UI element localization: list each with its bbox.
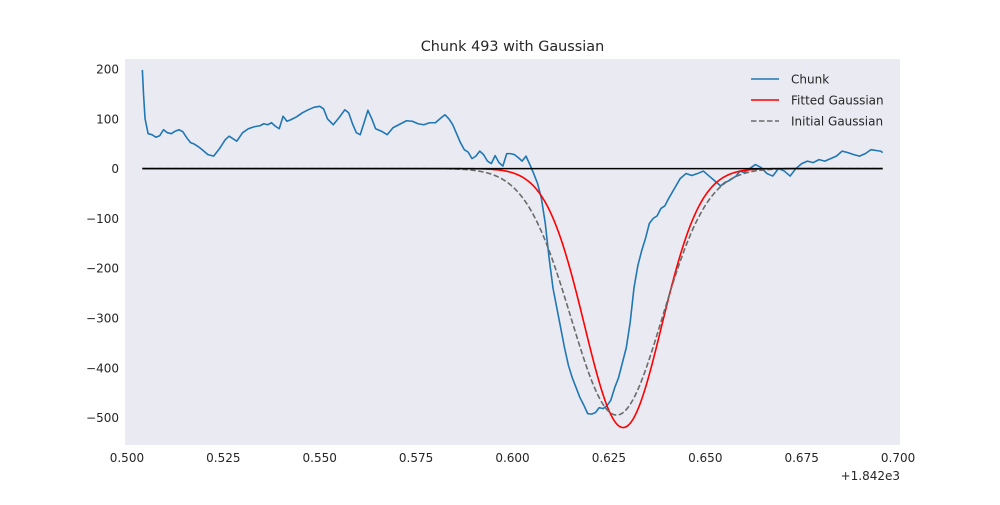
legend-label: Fitted Gaussian xyxy=(791,94,884,108)
series-layer xyxy=(141,69,884,429)
y-tick-label: 200 xyxy=(96,62,119,76)
x-tick-label: 0.575 xyxy=(399,451,433,465)
x-tick-label: 0.500 xyxy=(110,451,144,465)
x-tick-label: 0.525 xyxy=(206,451,240,465)
y-tick-label: 100 xyxy=(96,112,119,126)
legend-label: Initial Gaussian xyxy=(791,115,883,129)
y-tick-label: −100 xyxy=(86,212,119,226)
x-tick-label: 0.700 xyxy=(881,451,915,465)
y-tick-label: −500 xyxy=(86,411,119,425)
plot-background xyxy=(125,59,900,445)
y-axis: 200 100 0 −100 −200 −300 −400 −500 xyxy=(86,62,119,425)
chart-title: Chunk 493 with Gaussian xyxy=(421,39,605,55)
y-tick-label: 0 xyxy=(111,162,119,176)
x-tick-label: 0.550 xyxy=(303,451,337,465)
legend-label: Chunk xyxy=(791,73,829,87)
x-axis-offset-label: +1.842e3 xyxy=(841,469,900,483)
x-tick-label: 0.625 xyxy=(592,451,626,465)
x-axis: 0.500 0.525 0.550 0.575 0.600 0.625 0.650 0.675… xyxy=(110,451,916,465)
x-tick-label: 0.650 xyxy=(688,451,722,465)
x-tick-label: 0.675 xyxy=(784,451,818,465)
y-tick-label: −300 xyxy=(86,311,119,325)
y-tick-label: −200 xyxy=(86,262,119,276)
series-line-chunk xyxy=(141,69,884,415)
x-tick-label: 0.600 xyxy=(495,451,529,465)
y-tick-label: −400 xyxy=(86,361,119,375)
legend: Chunk Fitted Gaussian Initial Gaussian xyxy=(751,73,884,129)
